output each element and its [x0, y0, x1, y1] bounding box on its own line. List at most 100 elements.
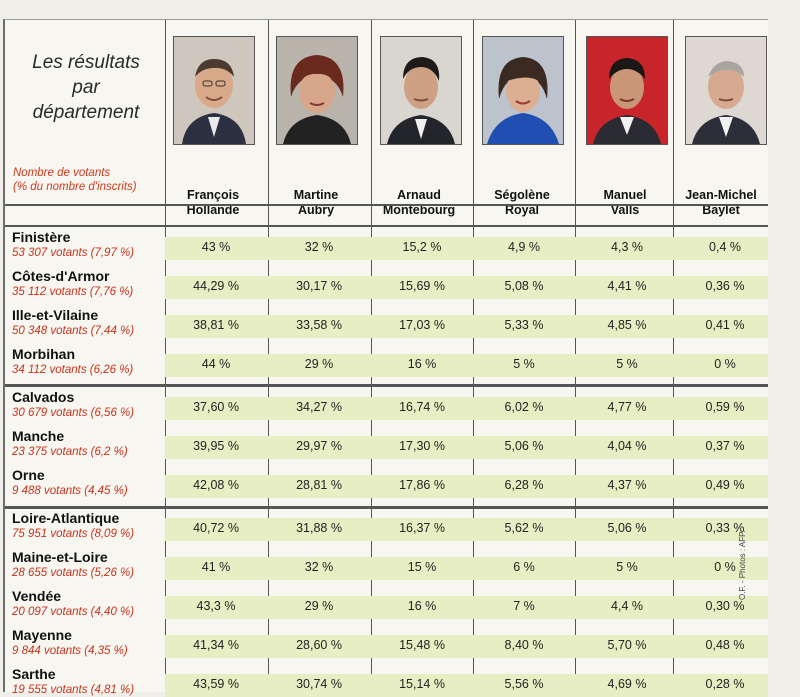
result-cell: 42,08 % — [193, 478, 239, 492]
candidate-name-royal: Ségolène Royal — [474, 188, 570, 218]
candidate-first-name: Martine — [293, 188, 339, 202]
result-cell: 17,03 % — [399, 318, 445, 332]
result-cell: 4,77 % — [607, 400, 647, 414]
result-cell: 38,81 % — [193, 318, 239, 332]
result-cell: 43 % — [201, 240, 231, 254]
result-cell: 39,95 % — [193, 439, 239, 453]
row-band — [165, 475, 768, 498]
result-cell: 33,58 % — [296, 318, 342, 332]
legend-line: (% du nombre d'inscrits) — [13, 181, 137, 193]
result-cell: 0,37 % — [705, 439, 745, 453]
department-name: Loire-Atlantique — [12, 510, 120, 526]
result-cell: 0,30 % — [705, 599, 745, 613]
result-cell: 40,72 % — [193, 521, 239, 535]
department-name: Ille-et-Vilaine — [12, 307, 99, 323]
results-table: Les résultats par département Nombre de … — [3, 19, 769, 697]
result-cell: 4,41 % — [607, 279, 647, 293]
result-cell: 4,04 % — [607, 439, 647, 453]
result-cell: 29,97 % — [296, 439, 342, 453]
candidate-name-baylet: Jean-Michel Baylet — [673, 188, 769, 218]
result-cell: 16,74 % — [399, 400, 445, 414]
result-cell: 5,06 % — [504, 439, 544, 453]
candidate-name-hollande: François Hollande — [165, 188, 261, 218]
group-divider — [5, 506, 768, 509]
result-cell: 44 % — [201, 357, 231, 371]
photo-credit: O.F. - Photos : AFP. — [738, 530, 747, 600]
candidate-last-name: Hollande — [186, 203, 240, 217]
title-line: par — [72, 77, 100, 98]
result-cell: 4,4 % — [611, 599, 643, 613]
candidate-name-valls: Manuel Valls — [577, 188, 673, 218]
group-divider — [5, 225, 768, 227]
table-title: Les résultats par département — [5, 50, 167, 125]
result-cell: 5,33 % — [504, 318, 544, 332]
candidate-first-name: Jean-Michel — [685, 188, 757, 202]
department-name: Sarthe — [12, 666, 56, 682]
voter-count: 20 097 votants (4,40 %) — [12, 606, 135, 618]
result-cell: 15,2 % — [402, 240, 442, 254]
row-band — [165, 315, 768, 338]
result-cell: 0,49 % — [705, 478, 745, 492]
result-cell: 4,69 % — [607, 677, 647, 691]
candidate-photo-hollande — [173, 36, 255, 145]
legend-line: Nombre de votants — [13, 167, 111, 179]
row-band — [165, 518, 768, 541]
department-name: Maine-et-Loire — [12, 549, 108, 565]
voter-count: 19 555 votants (4,81 %) — [12, 684, 135, 696]
result-cell: 0,28 % — [705, 677, 745, 691]
row-band — [165, 397, 768, 420]
result-cell: 0,48 % — [705, 638, 745, 652]
result-cell: 0 % — [714, 357, 736, 371]
department-name: Calvados — [12, 389, 75, 405]
candidate-photo-aubry — [276, 36, 358, 145]
result-cell: 6 % — [513, 560, 535, 574]
result-cell: 15,14 % — [399, 677, 445, 691]
row-band — [165, 596, 768, 619]
result-cell: 5,62 % — [504, 521, 544, 535]
candidate-first-name: Manuel — [603, 188, 647, 202]
department-name: Manche — [12, 428, 65, 444]
result-cell: 0,41 % — [705, 318, 745, 332]
candidate-name-montebourg: Arnaud Montebourg — [371, 188, 467, 218]
result-cell: 34,27 % — [296, 400, 342, 414]
result-cell: 8,40 % — [504, 638, 544, 652]
result-cell: 4,85 % — [607, 318, 647, 332]
result-cell: 5 % — [513, 357, 535, 371]
department-name: Orne — [12, 467, 45, 483]
result-cell: 0,4 % — [709, 240, 741, 254]
result-cell: 5,08 % — [504, 279, 544, 293]
voter-count: 28 655 votants (5,26 %) — [12, 567, 135, 579]
result-cell: 37,60 % — [193, 400, 239, 414]
title-line: Les résultats — [32, 52, 140, 73]
voter-count: 53 307 votants (7,97 %) — [12, 247, 135, 259]
result-cell: 15 % — [407, 560, 437, 574]
result-cell: 0,36 % — [705, 279, 745, 293]
department-name: Morbihan — [12, 346, 75, 362]
result-cell: 32 % — [304, 560, 334, 574]
candidate-photo-baylet — [685, 36, 767, 145]
title-line: département — [32, 102, 140, 123]
candidate-first-name: François — [186, 188, 240, 202]
result-cell: 28,81 % — [296, 478, 342, 492]
row-band — [165, 354, 768, 377]
result-cell: 16 % — [407, 357, 437, 371]
voter-count: 9 488 votants (4,45 %) — [12, 485, 128, 497]
result-cell: 5 % — [616, 560, 638, 574]
voter-count: 30 679 votants (6,56 %) — [12, 407, 135, 419]
voter-count: 9 844 votants (4,35 %) — [12, 645, 128, 657]
voter-count: 50 348 votants (7,44 %) — [12, 325, 135, 337]
result-cell: 6,02 % — [504, 400, 544, 414]
result-cell: 5,06 % — [607, 521, 647, 535]
candidate-last-name: Royal — [504, 203, 540, 217]
candidate-last-name: Montebourg — [382, 203, 456, 217]
legend: Nombre de votants (% du nombre d'inscrit… — [13, 166, 173, 194]
row-band — [165, 237, 768, 260]
voter-count: 34 112 votants (6,26 %) — [12, 364, 134, 376]
row-band — [165, 436, 768, 459]
result-cell: 16 % — [407, 599, 437, 613]
result-cell: 16,37 % — [399, 521, 445, 535]
department-name: Mayenne — [12, 627, 72, 643]
group-divider — [5, 204, 768, 206]
result-cell: 7 % — [513, 599, 535, 613]
result-cell: 28,60 % — [296, 638, 342, 652]
